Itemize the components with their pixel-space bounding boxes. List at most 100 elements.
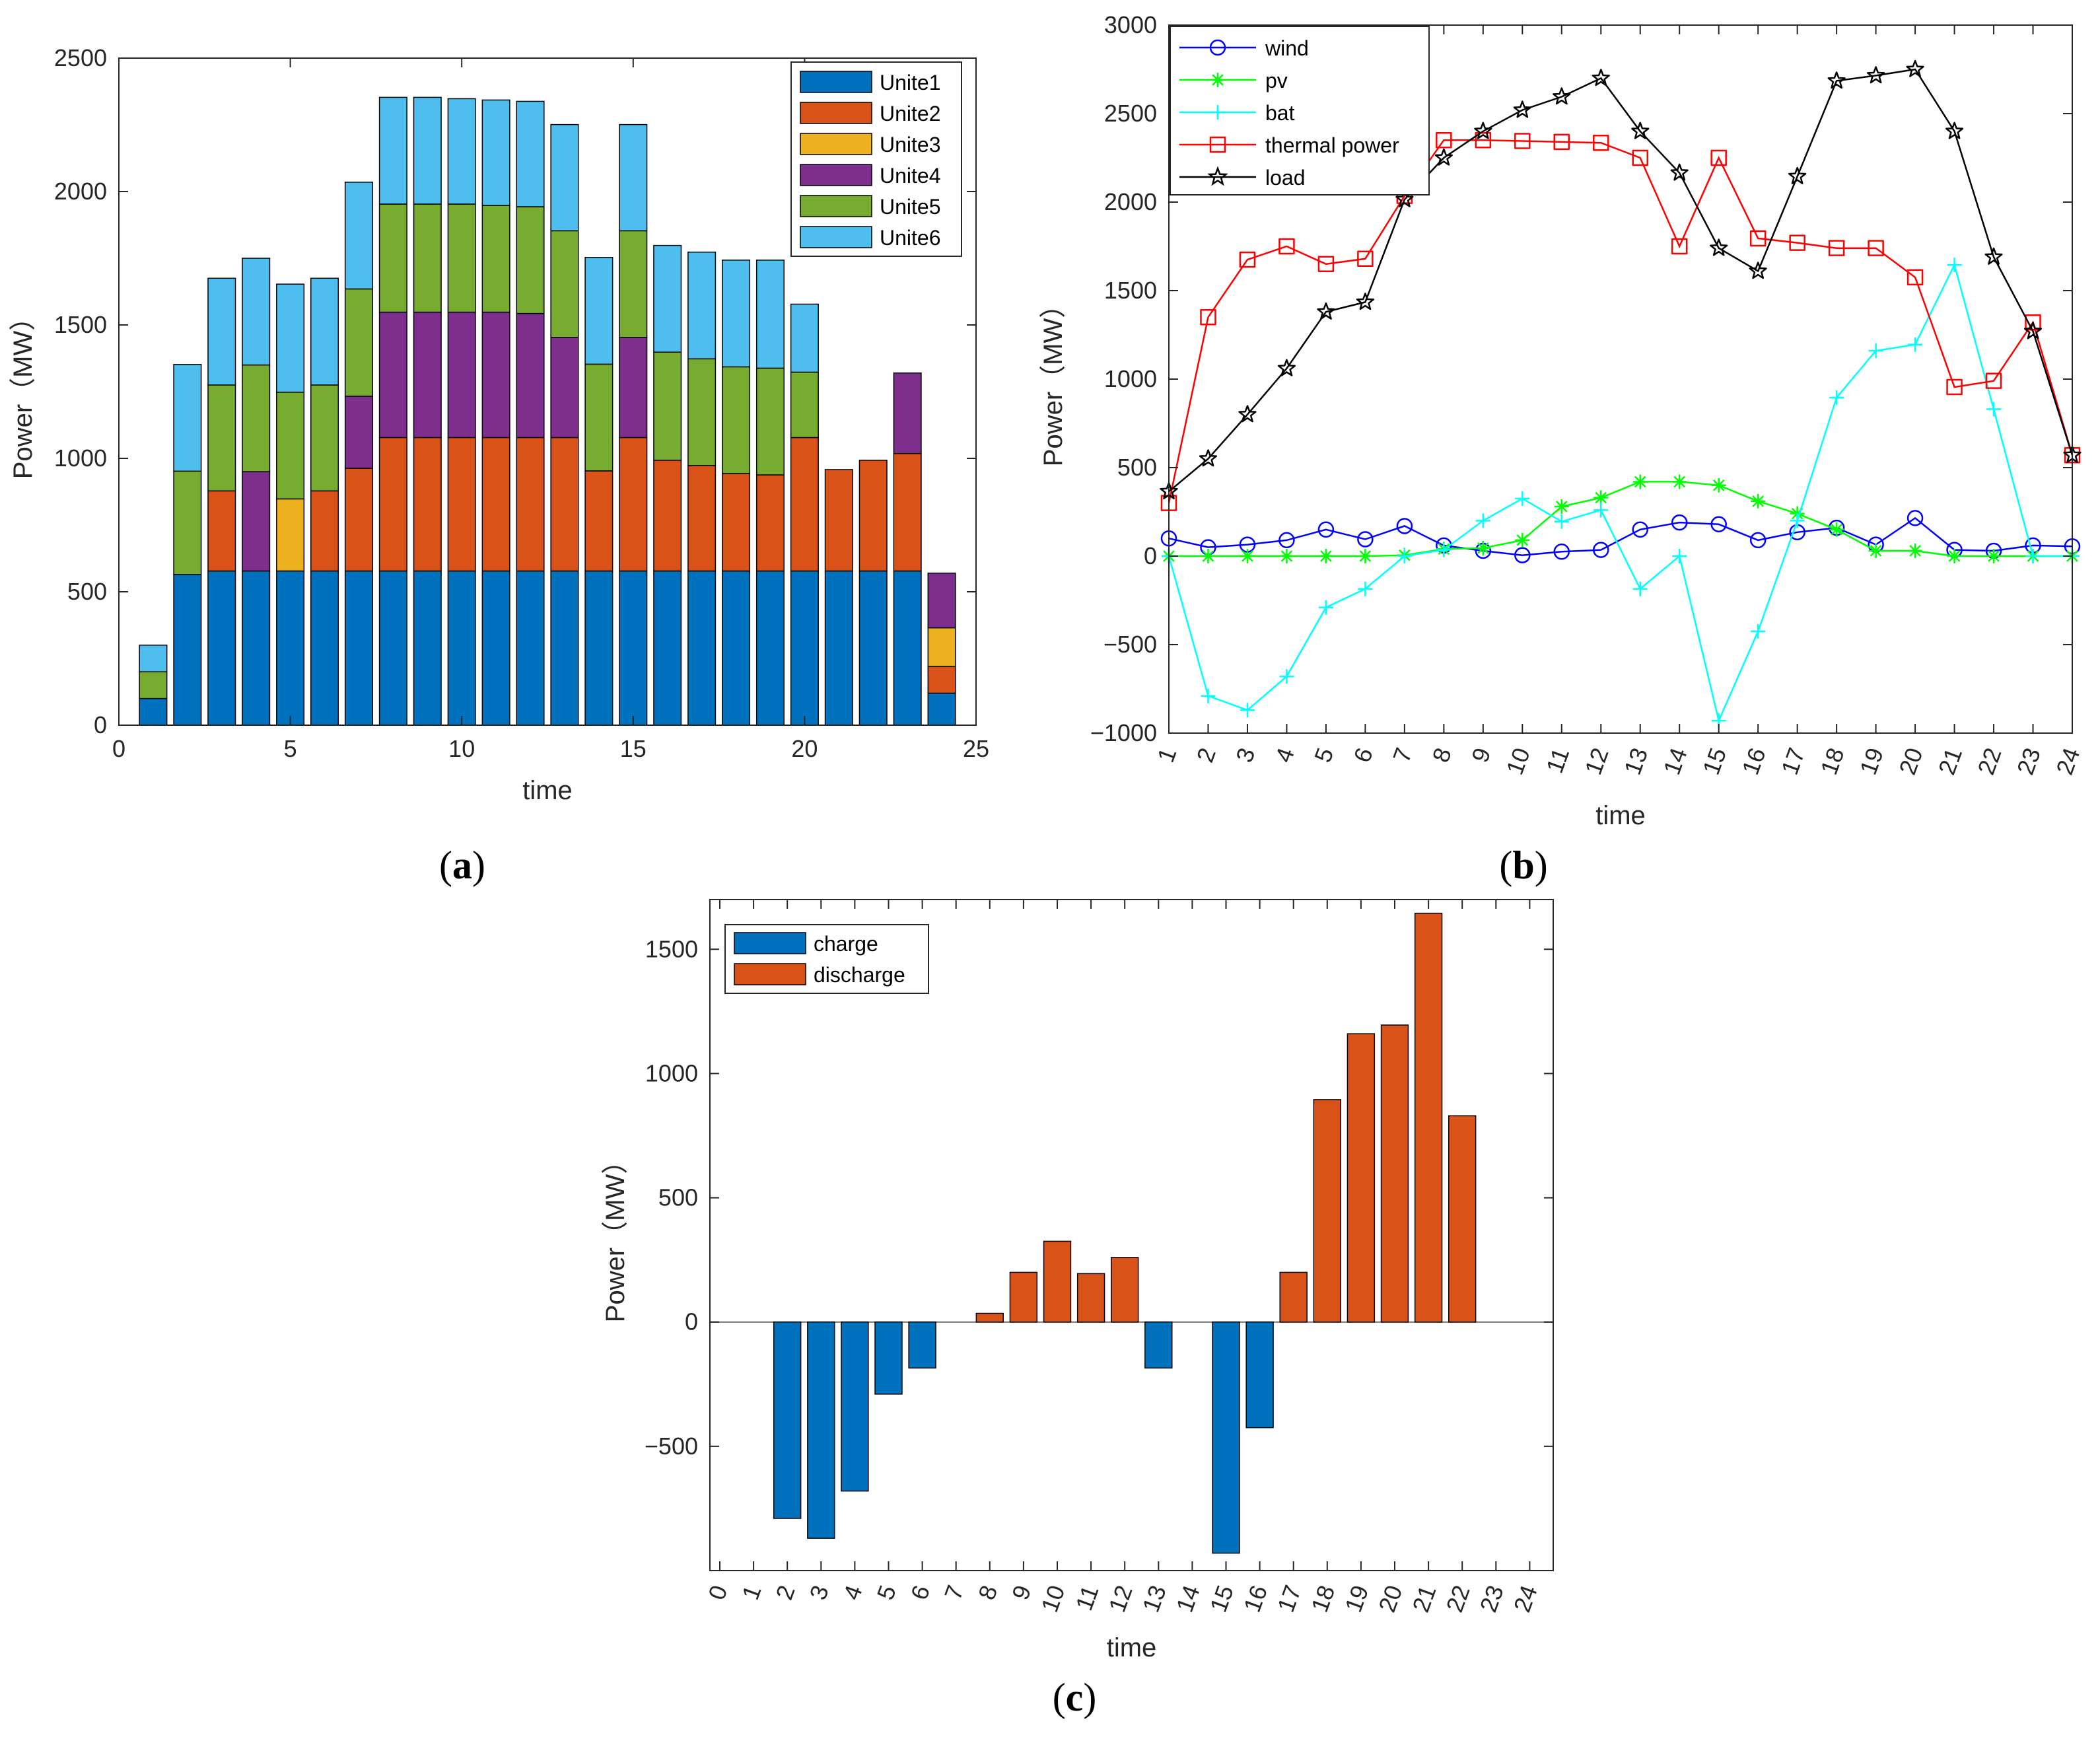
- data-point: [1279, 669, 1294, 684]
- y-tick-label: 500: [1117, 454, 1157, 481]
- legend-label: thermal power: [1265, 133, 1399, 157]
- caption-b: (b): [1499, 843, 1547, 887]
- bar-segment: [584, 363, 613, 472]
- data-point: [1553, 544, 1570, 560]
- x-tick-label: 20: [1373, 1582, 1407, 1616]
- x-tick-label: 21: [1407, 1582, 1441, 1616]
- bar-segment: [619, 124, 648, 232]
- bar-segment: [927, 572, 956, 629]
- data-point: [1710, 149, 1727, 166]
- bar: [908, 1321, 936, 1369]
- x-tick-label: 16: [1238, 1582, 1273, 1616]
- data-point: [1868, 240, 1884, 256]
- bar-segment: [207, 277, 236, 386]
- y-tick-label: −1000: [1090, 719, 1157, 746]
- data-point: [1515, 532, 1530, 548]
- data-point: [1436, 131, 1452, 149]
- data-point: [1947, 549, 1962, 563]
- data-point: [1986, 549, 2002, 563]
- legend-label: wind: [1265, 36, 1309, 60]
- bar: [1076, 1273, 1105, 1323]
- bar-segment: [927, 692, 956, 726]
- legend-swatch: [800, 164, 872, 186]
- bar-segment: [755, 474, 785, 572]
- bar-segment: [619, 337, 648, 439]
- legend-swatch: [800, 195, 872, 217]
- bar-segment: [242, 258, 271, 366]
- bar-segment: [619, 570, 648, 726]
- panel-b: 1 2 3 4 5 6 7 8 9 10 11 12 13 14 15 16 17 18 19 20 21 22 23 24−…: [1039, 11, 2085, 830]
- x-axis-label: time: [522, 776, 573, 805]
- y-tick-label: 0: [94, 711, 107, 738]
- bar-segment: [858, 460, 888, 572]
- bar-segment: [858, 570, 888, 726]
- bar-segment: [584, 570, 613, 726]
- bar-segment: [516, 100, 545, 207]
- legend-swatch: [800, 102, 872, 124]
- bar-segment: [687, 251, 717, 360]
- data-point: [2064, 446, 2081, 464]
- bar-segment: [242, 570, 271, 726]
- data-point: [1554, 499, 1569, 514]
- bar-segment: [481, 205, 510, 313]
- legend-swatch: [800, 133, 872, 155]
- x-tick-label: 10: [1035, 1582, 1070, 1616]
- y-axis-label: Power（MW）: [9, 304, 38, 479]
- data-point: [1632, 581, 1648, 596]
- bar-segment: [276, 570, 305, 726]
- bar-segment: [413, 96, 442, 205]
- data-point: [1317, 302, 1335, 320]
- bar-segment: [687, 570, 717, 726]
- bar: [1448, 1115, 1477, 1323]
- y-tick-label: 0: [1144, 542, 1157, 569]
- data-point: [1593, 490, 1609, 505]
- legend-marker: [1209, 136, 1226, 153]
- data-point: [1631, 122, 1650, 139]
- data-point: [1672, 549, 1687, 563]
- bar-segment: [139, 671, 168, 699]
- bar-segment: [447, 437, 476, 572]
- bar-segment: [550, 230, 579, 338]
- bar-segment: [790, 371, 819, 439]
- data-point: [1201, 549, 1216, 563]
- bar-segment: [344, 288, 373, 397]
- data-point: [1868, 343, 1883, 359]
- bar-segment: [722, 366, 751, 474]
- y-tick-label: 2000: [1104, 188, 1157, 215]
- bar-segment: [139, 645, 168, 672]
- x-tick-label: 1: [736, 1582, 766, 1604]
- legend-swatch: [734, 932, 806, 954]
- legend-label: discharge: [814, 963, 905, 987]
- x-tick-label: 7: [939, 1582, 969, 1604]
- x-tick-label: 5: [1309, 744, 1339, 766]
- x-tick-label: 5: [284, 735, 297, 762]
- legend-label: Unite2: [880, 102, 941, 125]
- axes-box-a: [118, 57, 977, 726]
- x-tick-label: 6: [1348, 744, 1378, 766]
- x-tick-label: 20: [791, 735, 818, 762]
- bar-segment: [481, 570, 510, 726]
- x-tick-label: 10: [448, 735, 475, 762]
- data-point: [1396, 518, 1413, 534]
- data-point: [1238, 405, 1257, 423]
- legend-marker: [1210, 73, 1225, 87]
- data-point: [1946, 378, 1963, 396]
- bar-segment: [653, 460, 682, 572]
- bar-segment: [378, 437, 407, 572]
- bar-segment: [378, 96, 407, 205]
- caption-c-letter: c: [1066, 1676, 1084, 1719]
- data-point: [1670, 163, 1689, 181]
- bar: [1380, 1024, 1409, 1323]
- bar: [1245, 1321, 1274, 1429]
- data-point: [1710, 238, 1728, 256]
- x-tick-label: 2: [770, 1582, 800, 1604]
- x-tick-label: 0: [112, 735, 125, 762]
- bar-segment: [550, 570, 579, 726]
- bar-segment: [481, 99, 510, 206]
- axes-box-c: [709, 899, 1554, 1571]
- x-tick-label: 15: [1205, 1582, 1239, 1616]
- data-point: [1277, 359, 1296, 376]
- x-tick-label: 2: [1191, 744, 1221, 766]
- bar-segment: [653, 570, 682, 726]
- data-point: [1553, 133, 1570, 151]
